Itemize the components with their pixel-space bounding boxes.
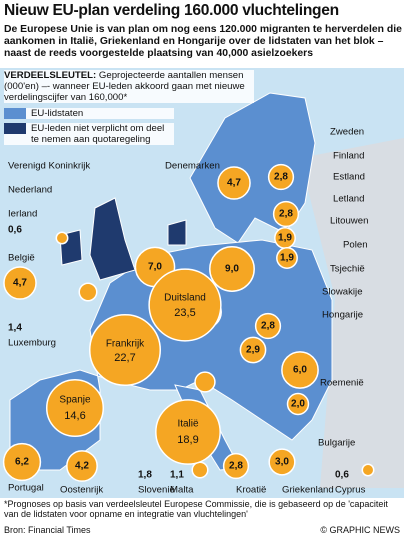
country-label: Bulgarije <box>318 438 355 449</box>
country-label: Italië <box>177 419 199 430</box>
country-label: Oostenrijk <box>60 485 103 496</box>
value-label: 1,4 <box>8 323 22 334</box>
country-label: Portugal <box>8 483 44 494</box>
key-title: VERDEELSLEUTEL: <box>4 70 97 81</box>
country-label: Zweden <box>330 127 364 138</box>
country-label: Griekenland <box>282 485 334 496</box>
bubble <box>268 448 296 476</box>
denmark-shape <box>167 219 187 246</box>
country-label: Frankrijk <box>106 339 145 350</box>
bubble <box>276 247 298 269</box>
bubble <box>239 336 267 364</box>
value-label: 2,9 <box>246 345 260 356</box>
bubble <box>2 442 42 482</box>
country-label: Verenigd Koninkrijk <box>8 161 90 172</box>
value-label: 2,8 <box>261 321 275 332</box>
value-label: 4,7 <box>227 178 241 189</box>
value-label: 3,0 <box>275 457 289 468</box>
source: Bron: Financial Times <box>4 525 91 535</box>
bubble <box>66 450 98 482</box>
value-label: 0,6 <box>335 470 349 481</box>
value-label: 6,2 <box>15 457 29 468</box>
bubble <box>254 312 282 340</box>
country-label: Cyprus <box>335 485 366 496</box>
legend: EU-lidstaten EU-leden niet verplicht om d… <box>4 108 174 149</box>
bubble <box>361 463 375 477</box>
country-label: Denemarken <box>165 161 220 172</box>
value-label: 4,7 <box>13 278 27 289</box>
bubble <box>3 266 37 300</box>
bubble <box>194 371 216 393</box>
bubble <box>286 392 310 416</box>
value-label: 1,9 <box>278 233 292 244</box>
footnote: *Prognoses op basis van verdeelsleutel E… <box>4 499 388 519</box>
bubble <box>281 351 319 389</box>
bubble <box>209 246 255 292</box>
map: 4,7 Zweden 2,8 Finland 2,8 Estland 1,9 Letland 1… <box>0 68 404 498</box>
subtitle: De Europese Unie is van plan om nog eens… <box>4 24 402 59</box>
value-label: 23,5 <box>174 307 195 319</box>
value-label: 6,0 <box>293 365 307 376</box>
value-label: 2,8 <box>279 209 293 220</box>
bubble <box>267 163 295 191</box>
bubble <box>191 461 209 479</box>
country-label: Kroatië <box>236 485 266 496</box>
value-label: 2,8 <box>229 461 243 472</box>
bubble <box>155 399 221 465</box>
country-label: Spanje <box>59 395 91 406</box>
country-label: Duitsland <box>164 293 206 304</box>
legend-key: VERDEELSLEUTEL: Geprojecteerde aantallen… <box>4 70 254 103</box>
country-label: Ierland <box>8 209 37 220</box>
country-label: Estland <box>333 172 365 183</box>
bubble <box>222 452 250 480</box>
country-label: Letland <box>333 194 364 205</box>
country-label: België <box>8 253 35 264</box>
country-label: Malta <box>170 485 194 496</box>
country-label: Nederland <box>8 185 52 196</box>
country-label: Tsjechië <box>330 264 365 275</box>
country-label: Slovenië <box>138 485 175 496</box>
bubble <box>148 268 222 342</box>
value-label: 0,6 <box>8 225 22 236</box>
bubble <box>55 231 69 245</box>
country-label: Finland <box>333 151 364 162</box>
value-label: 7,0 <box>148 262 162 273</box>
bubble <box>272 200 300 228</box>
legend-item: EU-leden niet verplicht om deel te nemen… <box>4 123 174 145</box>
country-label: Polen <box>343 240 368 251</box>
value-label: 1,9 <box>280 253 294 264</box>
non-eu-land <box>300 138 404 488</box>
value-label: 9,0 <box>225 264 239 275</box>
value-label: 2,8 <box>274 172 288 183</box>
country-label: Slowakije <box>322 287 363 298</box>
credit: © GRAPHIC NEWS <box>320 525 400 535</box>
value-label: 1,1 <box>170 470 184 481</box>
country-label: Roemenië <box>320 378 364 389</box>
legend-label: EU-lidstaten <box>31 108 84 119</box>
title: Nieuw EU-plan verdeling 160.000 vluchtel… <box>4 2 339 19</box>
value-label: 18,9 <box>177 434 198 446</box>
country-label: Litouwen <box>330 216 368 227</box>
country-label: Luxemburg <box>8 338 56 349</box>
bubble <box>88 313 162 387</box>
country-label: Hongarije <box>322 310 363 321</box>
legend-swatch <box>4 108 26 119</box>
legend-label: EU-leden niet verplicht om deel te nemen… <box>31 123 165 145</box>
bubble <box>45 378 105 438</box>
value-label: 1,8 <box>138 470 152 481</box>
bubble <box>78 282 98 302</box>
value-label: 2,0 <box>291 399 305 410</box>
value-label: 22,7 <box>114 352 135 364</box>
legend-item: EU-lidstaten <box>4 108 174 119</box>
key-text: Geprojecteerde aantallen mensen (000'en)… <box>4 70 245 103</box>
value-label: 4,2 <box>75 461 89 472</box>
legend-swatch <box>4 123 26 134</box>
bubble <box>217 166 251 200</box>
value-label: 14,6 <box>64 410 85 422</box>
